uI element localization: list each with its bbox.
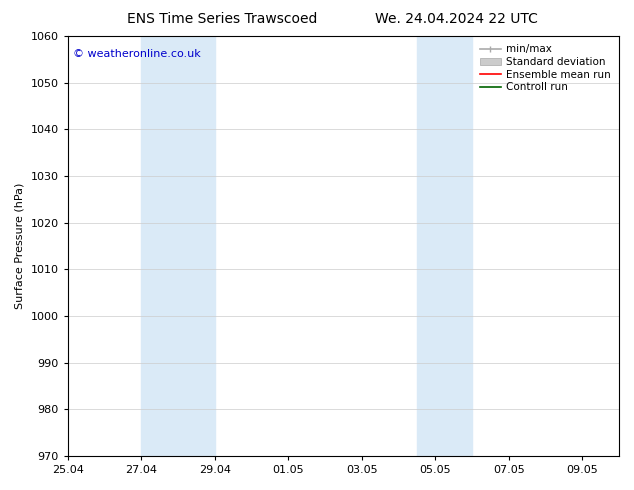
Legend: min/max, Standard deviation, Ensemble mean run, Controll run: min/max, Standard deviation, Ensemble me… [477, 41, 614, 96]
Text: We. 24.04.2024 22 UTC: We. 24.04.2024 22 UTC [375, 12, 538, 26]
Text: ENS Time Series Trawscoed: ENS Time Series Trawscoed [127, 12, 317, 26]
Text: © weatheronline.co.uk: © weatheronline.co.uk [73, 49, 201, 59]
Bar [141, 36, 215, 456]
Bar [417, 36, 472, 456]
Y-axis label: Surface Pressure (hPa): Surface Pressure (hPa) [15, 183, 25, 309]
